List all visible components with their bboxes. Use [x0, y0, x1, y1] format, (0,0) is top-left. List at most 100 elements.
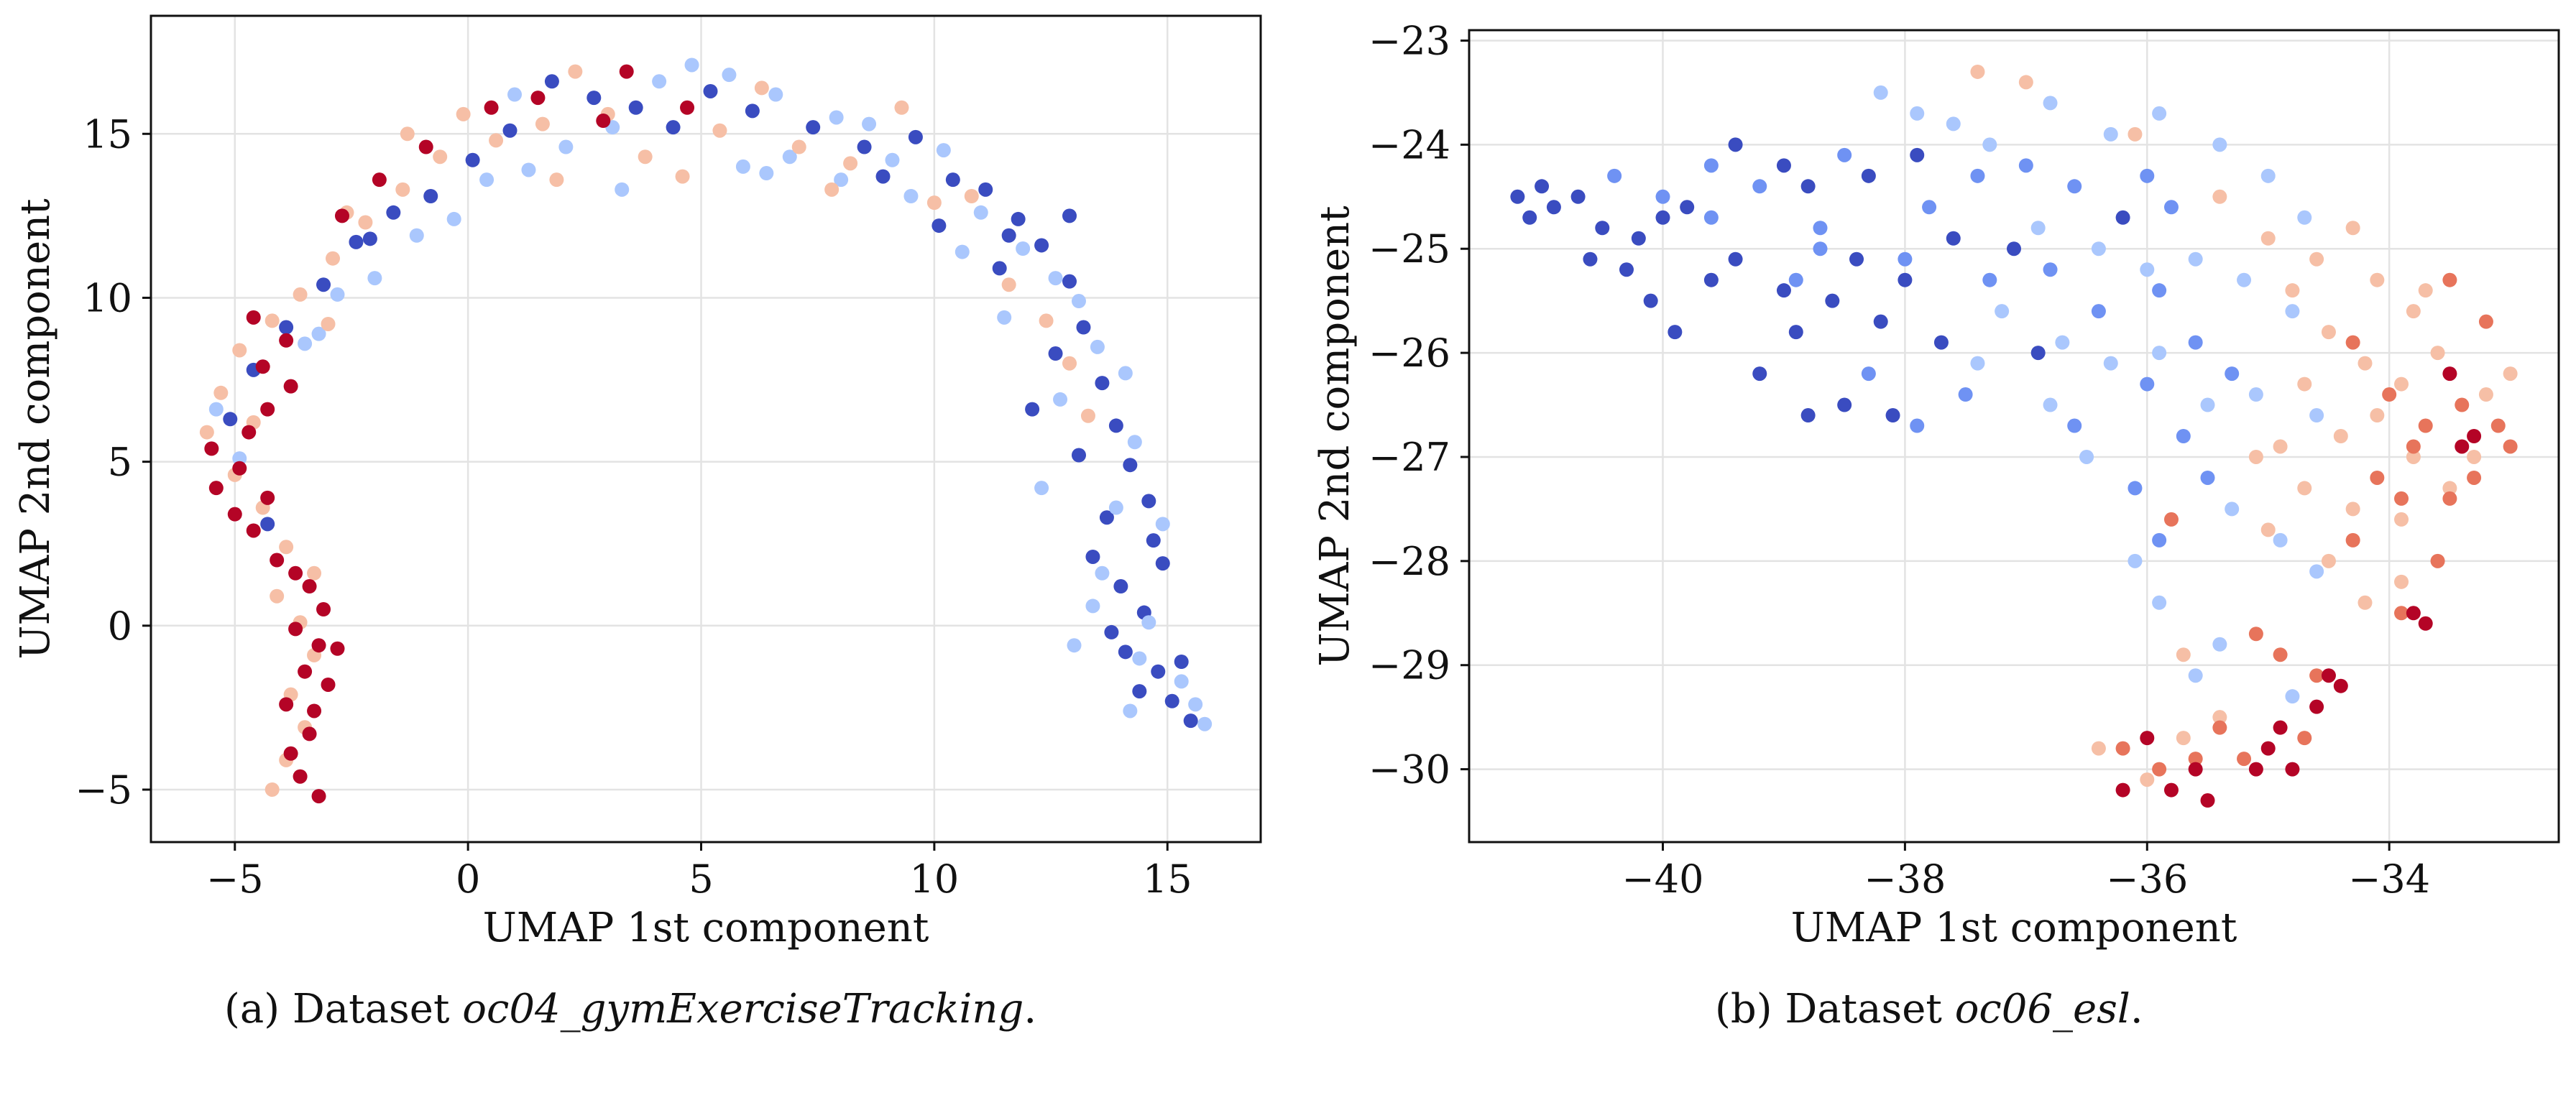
chart-b-point-red — [2188, 762, 2203, 777]
chart-b-point-orange — [2237, 752, 2252, 767]
chart-a-point-light_blue — [782, 149, 797, 165]
chart-b-point-mid_blue — [2200, 470, 2215, 485]
chart-a-point-light_blue — [652, 74, 667, 89]
chart-b-point-mid_blue — [1861, 366, 1876, 382]
chart-b-point-orange — [2467, 470, 2482, 485]
chart-a-point-red — [270, 553, 285, 568]
chart-b-point-dark_blue — [1680, 200, 1695, 215]
chart-b-point-light_orange — [2503, 366, 2518, 382]
chart-a-y-axis-label: UMAP 2nd component — [12, 198, 59, 660]
chart-a-point-light_orange — [279, 540, 294, 555]
chart-b-point-dark_blue — [1946, 231, 1961, 246]
chart-b-y-ticks: −30 −29 −28 −27 −26 −25 −24 −23 — [1368, 18, 1469, 793]
chart-b: −40 −38 −36 −34 −30 −29 −28 −27 −26 −25 −24 −23 UM… — [1312, 18, 2560, 951]
chart-b-point-red — [2140, 731, 2155, 746]
chart-b-point-light_blue — [2152, 106, 2167, 121]
chart-b-point-red — [2442, 366, 2457, 382]
chart-a-point-light_blue — [507, 87, 523, 102]
chart-b-point-dark_blue — [1837, 397, 1852, 412]
chart-a-point-light_blue — [1053, 392, 1068, 407]
chart-a-point-light_blue — [311, 326, 326, 341]
chart-a-point-light_orange — [293, 287, 308, 302]
chart-b-point-orange — [2188, 752, 2203, 767]
chart-b-point-light_blue — [2140, 262, 2155, 277]
chart-b-point-light_blue — [2043, 96, 2058, 111]
chart-a-grid — [151, 16, 1261, 842]
chart-b-point-mid_blue — [2152, 532, 2167, 548]
chart-a-point-light_orange — [1001, 277, 1016, 292]
chart-b-point-orange — [2490, 418, 2506, 433]
chart-b-point-red — [2309, 699, 2324, 714]
chart-a-point-dark_blue — [1062, 274, 1077, 289]
chart-b-point-dark_blue — [1668, 325, 1683, 340]
chart-b-point-dark_blue — [1631, 231, 1646, 246]
chart-b-point-light_blue — [1995, 304, 2010, 319]
chart-b-point-orange — [2478, 314, 2493, 329]
caption-a-dataset-name: oc04_gymExerciseTracking — [462, 986, 1024, 1032]
chart-a-point-light_blue — [903, 188, 919, 203]
chart-a-x-axis-label: UMAP 1st component — [483, 905, 929, 951]
chart-b-point-orange — [2394, 491, 2409, 506]
chart-a-point-dark_blue — [349, 234, 364, 249]
chart-b-y-axis-label: UMAP 2nd component — [1312, 205, 1358, 667]
chart-a-point-red — [619, 64, 634, 79]
chart-a-point-light_orange — [326, 251, 341, 266]
chart-a-point-dark_blue — [1174, 655, 1189, 670]
chart-a-x-ticks: −5 0 5 10 15 — [206, 842, 1192, 902]
chart-a-point-light_blue — [759, 166, 774, 181]
chart-b-point-dark_blue — [1703, 272, 1719, 287]
chart-a-point-light_orange — [754, 80, 769, 96]
chart-a-x-tick-label: −5 — [206, 856, 264, 902]
caption-a-suffix: . — [1024, 986, 1037, 1032]
chart-b-point-light_blue — [2225, 502, 2240, 517]
chart-a-point-red — [372, 172, 387, 188]
chart-a-point-dark_blue — [1071, 448, 1086, 463]
chart-a-point-light_blue — [1108, 500, 1123, 515]
chart-a-point-red — [307, 703, 322, 719]
chart-a-x-tick-label: 10 — [910, 856, 960, 902]
chart-a-point-light_orange — [1080, 408, 1095, 423]
chart-b-point-orange — [2163, 512, 2179, 527]
chart-a-point-light_blue — [409, 228, 424, 243]
chart-a-point-light_blue — [367, 271, 382, 286]
chart-a-point-red — [246, 310, 261, 325]
chart-a-point-light_blue — [1090, 339, 1105, 354]
chart-a-point-red — [334, 208, 349, 223]
chart-a-point-dark_blue — [703, 83, 718, 98]
chart-a-point-light_orange — [675, 169, 690, 184]
chart-b-point-light_orange — [1970, 64, 1985, 79]
chart-b-point-light_orange — [2128, 126, 2143, 142]
chart-b-point-mid_blue — [1910, 418, 1925, 433]
chart-a-point-light_blue — [1188, 697, 1203, 712]
chart-a-point-light_blue — [936, 143, 951, 158]
chart-a-point-light_orange — [264, 782, 280, 797]
caption-b: (b) Dataset oc06_esl. — [1715, 986, 2143, 1032]
chart-b-x-axis-label: UMAP 1st component — [1791, 905, 2237, 951]
chart-a-point-light_blue — [1095, 565, 1110, 581]
chart-b-point-dark_blue — [2007, 241, 2021, 257]
chart-b-x-tick-label: −40 — [1622, 856, 1704, 902]
chart-a-point-light_blue — [330, 287, 345, 302]
chart-a-point-dark_blue — [908, 129, 923, 144]
chart-b-point-red — [2467, 429, 2482, 443]
chart-b-point-mid_blue — [1898, 251, 1913, 267]
chart-a-point-light_orange — [926, 195, 942, 211]
chart-b-point-dark_blue — [1776, 283, 1791, 298]
chart-b-point-dark_blue — [1933, 335, 1949, 350]
chart-b-point-mid_blue — [2176, 429, 2191, 443]
chart-b-point-mid_blue — [2067, 418, 2082, 433]
chart-b-point-light_orange — [2467, 449, 2482, 464]
chart-a-point-light_blue — [1132, 651, 1147, 666]
chart-a-point-light_orange — [535, 116, 550, 131]
chart-a-point-light_blue — [615, 182, 630, 197]
chart-a-point-light_blue — [521, 162, 536, 177]
chart-a-point-red — [208, 481, 224, 496]
chart-b-point-light_orange — [2358, 356, 2373, 371]
chart-b-point-orange — [2370, 470, 2385, 485]
chart-a-y-tick-label: 15 — [83, 111, 132, 157]
chart-a: −5 0 5 10 15 −5 0 5 10 15 UMAP 1st component UMA… — [12, 14, 1262, 951]
chart-b-point-red — [2333, 678, 2348, 693]
chart-b-point-light_orange — [2140, 772, 2155, 787]
chart-b-point-mid_blue — [1922, 200, 1937, 215]
chart-b-x-tick-label: −36 — [2106, 856, 2188, 902]
